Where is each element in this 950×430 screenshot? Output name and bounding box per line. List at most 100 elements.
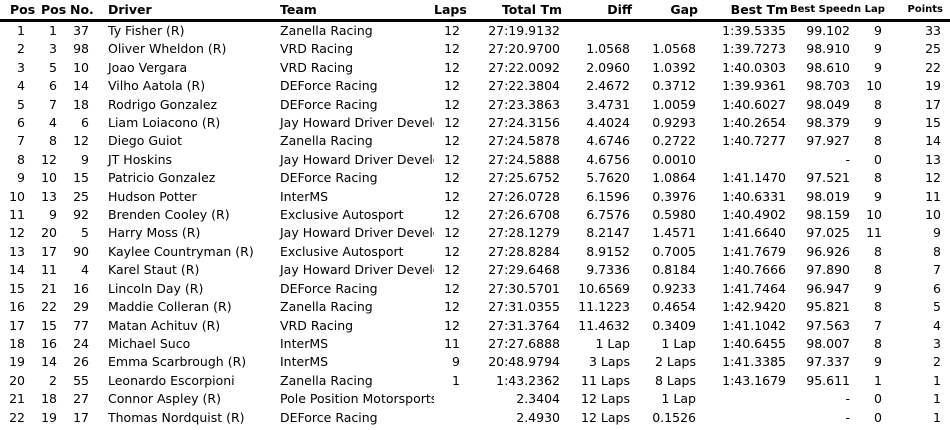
cell-pos-start: 12 [41,151,57,167]
table-row: 2 3 98 Oliver Wheldon (R) VRD Racing 12 27:20.… [0,40,950,58]
cell-diff: 11 Laps [581,372,630,388]
cell-gap: 0.3409 [652,317,696,333]
cell-best-time: 1:41.1470 [722,170,786,186]
cell-pos-final: 14 [9,262,25,278]
cell-total-time: 27:27.6888 [488,335,560,351]
cell-diff: 12 Laps [581,391,630,407]
cell-team: Jay Howard Driver Development [280,225,434,241]
cell-driver: Leonardo Escorpioni [108,372,235,388]
cell-best-speed: 95.611 [806,372,850,388]
cell-pos-final: 20 [9,372,25,388]
cell-best-time: 1:40.2654 [722,115,786,131]
cell-driver: Kaylee Countryman (R) [108,243,254,259]
cell-laps: 12 [444,78,460,94]
cell-total-time: 27:30.5701 [488,280,560,296]
col-points: Points [886,0,950,22]
cell-gap: 0.2722 [652,133,696,149]
cell-diff: 4.6746 [586,133,630,149]
cell-driver: JT Hoskins [108,151,173,167]
cell-in-lap: 9 [874,280,882,296]
cell-in-lap: 8 [874,299,882,315]
cell-points: 8 [933,243,941,259]
cell-team: DEForce Racing [280,280,378,296]
cell-diff: 2.4672 [586,78,630,94]
cell-best-speed: 97.337 [806,354,850,370]
cell-pos-final: 15 [9,280,25,296]
cell-driver: Karel Staut (R) [108,262,200,278]
cell-number: 10 [73,59,89,75]
cell-diff: 1.0568 [586,41,630,57]
cell-laps: 12 [444,133,460,149]
cell-gap: 0.1526 [652,409,696,425]
cell-driver: Joao Vergara [108,59,188,75]
cell-gap: 0.3712 [652,78,696,94]
cell-in-lap: 0 [874,151,882,167]
cell-laps: 12 [444,225,460,241]
cell-total-time: 27:19.9132 [488,23,560,38]
cell-pos-start: 14 [41,354,57,370]
cell-pos-start: 20 [41,225,57,241]
cell-number: 14 [73,78,89,94]
cell-laps: 12 [444,115,460,131]
cell-laps: 12 [444,262,460,278]
cell-best-time: 1:40.7666 [722,262,786,278]
cell-diff: 2.0960 [586,59,630,75]
cell-gap [634,21,700,41]
cell-pos-start: 21 [41,280,57,296]
cell-pos-final: 13 [9,243,25,259]
cell-team: DEForce Racing [280,170,378,186]
cell-number: 15 [73,170,89,186]
cell-laps: 12 [444,41,460,57]
cell-total-time: 27:28.1279 [488,225,560,241]
cell-in-lap: 1 [874,372,882,388]
cell-driver: Oliver Wheldon (R) [108,41,227,57]
cell-team: InterMS [280,354,329,370]
cell-points: 4 [933,317,941,333]
cell-team: Jay Howard Driver Development [280,115,434,131]
cell-pos-start: 2 [49,372,57,388]
cell-points: 3 [933,335,941,351]
table-row: 11 9 92 Brenden Cooley (R) Exclusive Autospo… [0,206,950,224]
cell-total-time: 27:22.3804 [488,78,560,94]
cell-points: 1 [933,391,941,407]
cell-gap: 0.4654 [652,299,696,315]
cell-best-time: 1:43.1679 [722,372,786,388]
cell-diff: 8.2147 [586,225,630,241]
cell-best-time: 1:41.7464 [722,280,786,296]
cell-gap: 1 Lap [661,391,697,407]
cell-driver: Michael Suco [108,335,191,351]
cell-best-time: 1:40.6027 [722,96,786,112]
table-row: 3 5 10 Joao Vergara VRD Racing 12 27:22.0092 2.… [0,59,950,77]
cell-pos-final: 10 [9,188,25,204]
cell-diff: 8.9152 [586,243,630,259]
table-row: 9 10 15 Patricio Gonzalez DEForce Racing 12 27… [0,169,950,187]
cell-in-lap: 9 [874,23,882,38]
cell-laps: 12 [444,243,460,259]
cell-number: 24 [73,335,89,351]
cell-gap: 0.5980 [652,207,696,223]
table-row: 5 7 18 Rodrigo Gonzalez DEForce Racing 12 27:2… [0,96,950,114]
cell-best-speed: 98.159 [806,207,850,223]
cell-best-time: 1:39.5335 [722,23,786,38]
cell-total-time: 27:22.0092 [488,59,560,75]
cell-team: Zanella Racing [280,133,373,149]
cell-best-speed: 99.102 [806,23,850,38]
cell-pos-start: 11 [41,262,57,278]
cell-best-speed: 98.019 [806,188,850,204]
cell-pos-final: 4 [17,78,25,94]
cell-best-time: 1:40.6331 [722,188,786,204]
cell-best-speed: 98.049 [806,96,850,112]
cell-team: Jay Howard Driver Development [280,262,434,278]
cell-best-time: 1:41.6640 [722,225,786,241]
cell-laps: 12 [444,23,460,38]
cell-number: 26 [73,354,89,370]
cell-in-lap: 8 [874,243,882,259]
cell-points: 17 [925,96,941,112]
cell-total-time: 27:23.3863 [488,96,560,112]
cell-best-speed: 97.563 [806,317,850,333]
col-driver: Driver [96,0,276,22]
cell-best-speed: 98.007 [806,335,850,351]
cell-diff: 10.6569 [578,280,630,296]
